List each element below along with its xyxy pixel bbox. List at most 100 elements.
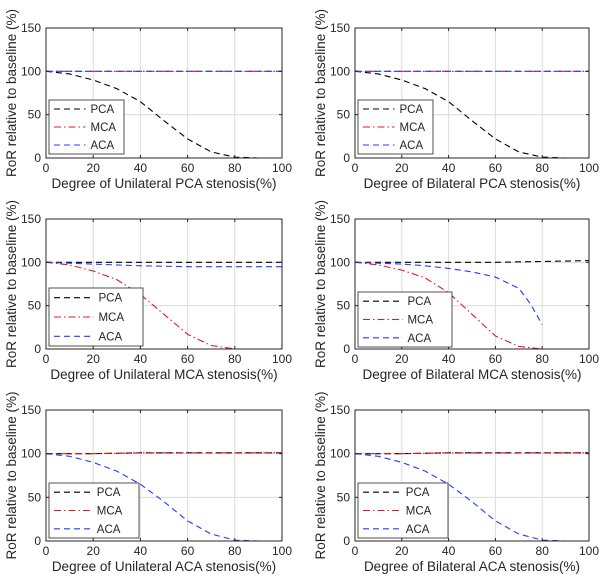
y-tick-label: 0 (343, 534, 350, 548)
chart-panel-1: 0 20 40 60 80 100 0 50 100 150 Degree of Unilatera… (4, 9, 292, 191)
y-tick-label: 100 (21, 447, 41, 461)
y-tick-label: 50 (337, 490, 351, 504)
legend-label-aca: ACA (400, 140, 424, 152)
x-tick-label: 20 (87, 544, 101, 558)
legend-label-mca: MCA (98, 312, 124, 324)
y-tick-label: 100 (330, 64, 350, 78)
x-tick-label: 80 (228, 161, 242, 175)
x-tick-label: 80 (228, 544, 242, 558)
axes-box (354, 218, 590, 350)
y-axis-label: RoR relative to baseline (%) (4, 200, 19, 368)
x-tick-label: 60 (489, 161, 503, 175)
legend-box (48, 482, 140, 539)
x-tick-label: 60 (181, 352, 195, 366)
chart-panel-4: 0 20 40 60 80 100 0 50 100 150 Degree of Bilateral… (313, 200, 599, 382)
chart-panel-6: 0 20 40 60 80 100 0 50 100 150 Degree of Bilateral… (313, 391, 599, 574)
chart-panel-2: 0 20 40 60 80 100 0 50 100 150 Degree of Bilateral… (313, 9, 599, 191)
legend-box (48, 99, 125, 155)
axes-box (354, 27, 590, 159)
x-tick-label: 40 (134, 161, 148, 175)
y-tick-label: 50 (337, 299, 351, 313)
y-axis-label: RoR relative to baseline (%) (4, 9, 19, 177)
x-tick-label: 0 (43, 161, 50, 175)
axes-box (354, 409, 590, 542)
legend-box (357, 99, 434, 155)
y-tick-label: 50 (28, 108, 42, 122)
x-tick-label: 100 (579, 544, 599, 558)
x-axis-label: Degree of Unilateral ACA stenosis(%) (52, 559, 276, 574)
x-tick-label: 100 (579, 352, 599, 366)
x-tick-label: 60 (181, 161, 195, 175)
x-axis-label: Degree of Bilateral ACA stenosis(%) (364, 559, 580, 574)
series-line-pca (355, 260, 590, 263)
y-tick-label: 150 (21, 403, 41, 417)
y-tick-label: 0 (343, 151, 350, 165)
x-tick-label: 40 (442, 544, 456, 558)
x-tick-label: 0 (43, 352, 50, 366)
x-tick-label: 60 (489, 352, 503, 366)
x-axis-label: Degree of Bilateral MCA stenosis(%) (362, 367, 581, 382)
legend-label-mca: MCA (400, 122, 426, 134)
legend-label-pca: PCA (400, 104, 424, 116)
chart-panel-5: 0 20 40 60 80 100 0 50 100 150 Degree of Unilatera… (4, 391, 292, 574)
y-tick-label: 150 (330, 21, 350, 35)
x-tick-label: 80 (536, 352, 550, 366)
y-tick-label: 150 (330, 403, 350, 417)
series-line-mca (46, 452, 282, 455)
legend-label-aca: ACA (407, 333, 431, 345)
x-tick-label: 0 (352, 352, 359, 366)
legend-box (357, 291, 453, 348)
y-tick-label: 50 (28, 490, 42, 504)
legend-box (357, 482, 449, 539)
x-tick-label: 100 (272, 161, 292, 175)
x-tick-label: 20 (395, 352, 409, 366)
series-line-aca (354, 261, 543, 325)
x-tick-label: 20 (395, 544, 409, 558)
legend-label-mca: MCA (407, 315, 433, 327)
y-tick-label: 0 (34, 151, 41, 165)
x-axis-label: Degree of Bilateral PCA stenosis(%) (364, 176, 581, 191)
legend-label-aca: ACA (98, 331, 122, 343)
legend-label-aca: ACA (97, 524, 121, 536)
series-line-mca (355, 452, 589, 455)
legend-label-pca: PCA (407, 296, 431, 308)
y-tick-label: 150 (330, 212, 350, 226)
series-line-pca (45, 70, 282, 159)
y-axis-label: RoR relative to baseline (%) (4, 391, 19, 559)
x-tick-label: 80 (536, 161, 550, 175)
x-tick-label: 0 (352, 161, 359, 175)
legend: PCA MCA ACA (48, 287, 144, 347)
y-tick-label: 150 (21, 21, 41, 35)
x-tick-label: 80 (228, 352, 242, 366)
x-tick-label: 60 (489, 544, 503, 558)
legend: PCA MCA ACA (357, 291, 453, 348)
y-tick-label: 0 (34, 534, 41, 548)
axes-box (45, 218, 283, 350)
x-tick-label: 40 (134, 544, 148, 558)
x-tick-label: 100 (579, 161, 599, 175)
legend: PCA MCA ACA (357, 482, 449, 539)
y-tick-label: 0 (34, 342, 41, 356)
y-tick-label: 100 (330, 447, 350, 461)
y-axis-label: RoR relative to baseline (%) (313, 391, 328, 559)
x-tick-label: 20 (395, 161, 409, 175)
y-axis-label: RoR relative to baseline (%) (313, 200, 328, 368)
legend-label-aca: ACA (91, 140, 115, 152)
axes-box (45, 27, 283, 159)
legend: PCA MCA ACA (48, 99, 125, 155)
chart-panel-3: 0 20 40 60 80 100 0 50 100 150 Degree of Unilatera… (4, 200, 292, 382)
legend-label-aca: ACA (406, 524, 430, 536)
x-tick-label: 20 (87, 161, 101, 175)
x-tick-label: 40 (442, 352, 456, 366)
legend-box (48, 287, 144, 347)
y-tick-label: 50 (28, 299, 42, 313)
x-tick-label: 0 (43, 544, 50, 558)
x-tick-label: 100 (272, 352, 292, 366)
legend-label-mca: MCA (91, 122, 117, 134)
x-tick-label: 60 (181, 544, 195, 558)
y-tick-label: 50 (337, 108, 351, 122)
legend-label-mca: MCA (406, 506, 432, 518)
legend-label-pca: PCA (97, 487, 121, 499)
x-tick-label: 20 (87, 352, 101, 366)
